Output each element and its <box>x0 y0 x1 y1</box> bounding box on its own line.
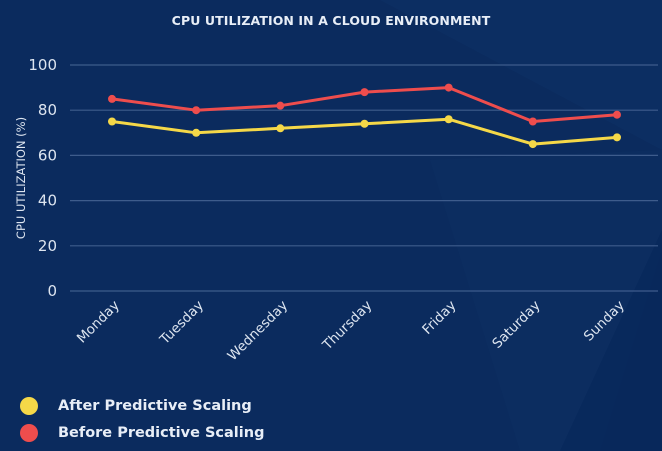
y-axis-ticks: 0 20 40 60 80 100 <box>28 56 57 300</box>
legend-swatch-before <box>20 423 38 442</box>
data-point <box>108 117 116 126</box>
legend-swatch-after <box>20 396 38 415</box>
data-point <box>613 133 621 142</box>
data-point <box>528 117 537 126</box>
data-point <box>444 83 453 92</box>
data-point <box>444 115 453 124</box>
y-tick-label: 100 <box>28 56 57 74</box>
series-after <box>108 115 621 149</box>
x-tick-label: Friday <box>419 298 459 338</box>
series <box>108 83 621 149</box>
legend: After Predictive Scaling Before Predicti… <box>20 392 264 446</box>
y-tick-label: 0 <box>47 282 57 300</box>
x-tick-label: Sunday <box>581 298 628 345</box>
data-point <box>192 106 201 115</box>
y-tick-label: 60 <box>38 146 57 164</box>
x-tick-label: Tuesday <box>156 298 207 349</box>
x-tick-label: Monday <box>74 298 123 347</box>
gridlines <box>70 64 658 292</box>
y-axis-label: CPU UTILIZATION (%) <box>14 117 28 239</box>
x-tick-label: Wednesday <box>225 298 292 365</box>
series-before <box>108 83 621 126</box>
data-point <box>360 88 369 97</box>
x-tick-label: Saturday <box>489 298 543 352</box>
data-point <box>360 119 369 128</box>
data-point <box>192 128 201 137</box>
legend-item-after: After Predictive Scaling <box>20 392 264 419</box>
data-point <box>613 110 621 119</box>
data-point <box>528 140 537 149</box>
legend-label-after: After Predictive Scaling <box>58 397 252 414</box>
y-tick-label: 40 <box>38 192 57 210</box>
data-point <box>108 94 116 103</box>
x-axis-ticks: Monday Tuesday Wednesday Thursday Friday Satu… <box>74 298 628 365</box>
y-tick-label: 80 <box>38 101 57 119</box>
data-point <box>276 101 285 110</box>
legend-label-before: Before Predictive Scaling <box>58 424 265 441</box>
legend-item-before: Before Predictive Scaling <box>20 419 264 446</box>
x-tick-label: Thursday <box>319 298 375 354</box>
y-tick-label: 20 <box>38 237 57 255</box>
chart-title: CPU UTILIZATION IN A CLOUD ENVIRONMENT <box>172 13 491 28</box>
data-point <box>276 124 285 133</box>
